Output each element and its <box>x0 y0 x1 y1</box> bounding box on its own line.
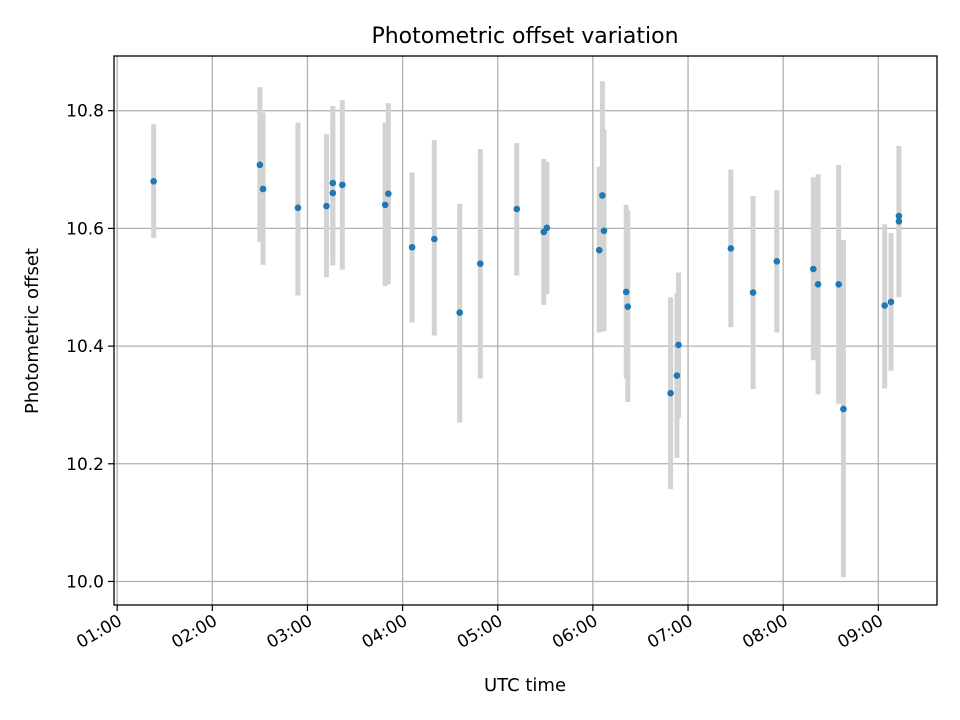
y-tick-label: 10.4 <box>66 337 104 357</box>
data-point <box>835 281 842 288</box>
x-tick-label: 03:00 <box>264 611 316 653</box>
y-tick-label: 10.0 <box>66 572 104 592</box>
x-axis-ticks: 01:00 02:00 03:00 04:00 05:00 06:00 07:00 08:00… <box>73 605 887 653</box>
data-point <box>727 245 735 252</box>
data-point <box>599 192 606 199</box>
data-point <box>622 288 630 296</box>
data-point <box>329 189 337 197</box>
y-tick-label: 10.8 <box>66 102 104 122</box>
data-point <box>595 246 603 254</box>
data-point <box>381 201 389 209</box>
data-point <box>150 178 157 185</box>
x-tick-label: 08:00 <box>739 611 791 653</box>
y-axis-label: Photometric offset <box>22 248 43 414</box>
data-point <box>895 218 903 225</box>
data-point <box>477 260 484 268</box>
data-point <box>456 309 463 316</box>
x-tick-label: 09:00 <box>834 611 886 653</box>
data-point <box>675 341 682 349</box>
data-points <box>150 161 903 413</box>
data-point <box>624 303 632 310</box>
x-tick-label: 01:00 <box>73 611 125 653</box>
x-tick-label: 07:00 <box>644 611 696 653</box>
y-tick-label: 10.2 <box>66 455 104 475</box>
data-point <box>385 190 392 197</box>
data-point <box>339 181 346 189</box>
data-point <box>673 372 681 379</box>
x-tick-label: 05:00 <box>454 611 506 653</box>
data-point <box>840 405 847 413</box>
data-point <box>667 389 674 397</box>
data-point <box>749 289 757 296</box>
data-point <box>294 204 302 212</box>
data-point <box>543 224 551 232</box>
x-tick-label: 04:00 <box>359 611 411 653</box>
plot-frame <box>113 55 938 606</box>
data-point <box>773 258 781 265</box>
y-tick-label: 10.6 <box>66 219 104 239</box>
grid <box>114 56 937 605</box>
x-tick-label: 06:00 <box>549 611 601 653</box>
data-point <box>329 179 337 187</box>
data-point <box>810 265 817 273</box>
data-point <box>881 302 888 309</box>
data-point <box>814 281 822 288</box>
data-point <box>895 212 903 220</box>
data-point <box>513 205 521 213</box>
data-point <box>323 202 330 210</box>
data-point <box>887 298 895 306</box>
x-tick-label: 02:00 <box>168 611 220 653</box>
data-point <box>600 227 608 235</box>
error-bars <box>151 81 902 578</box>
y-axis-ticks: 10.0 10.2 10.4 10.6 10.8 <box>66 102 114 592</box>
chart-title: Photometric offset variation <box>371 24 678 49</box>
x-axis-label: UTC time <box>484 675 566 696</box>
data-point <box>408 243 416 251</box>
data-point <box>431 235 438 243</box>
data-point <box>259 185 267 193</box>
data-point <box>256 161 264 169</box>
